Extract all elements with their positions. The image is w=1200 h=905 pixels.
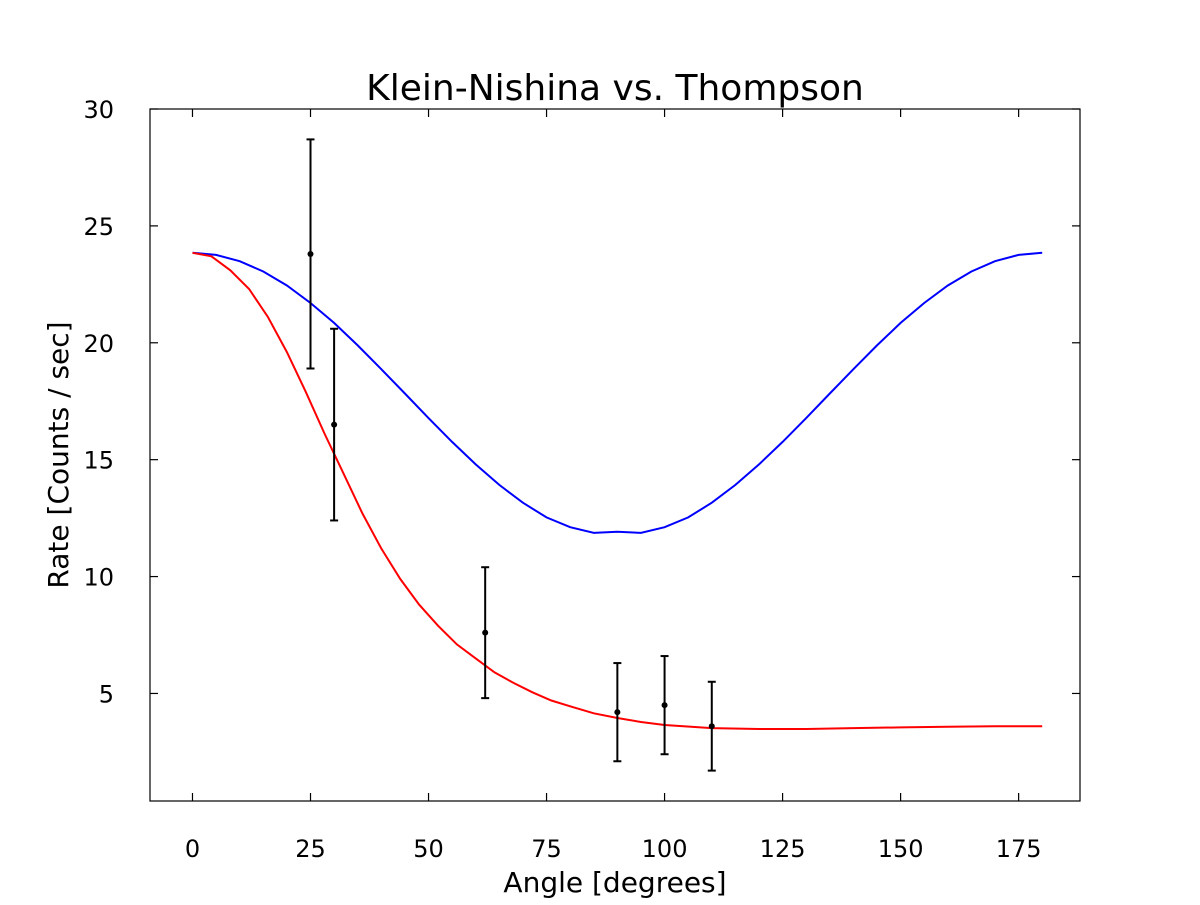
data-marker bbox=[614, 709, 621, 716]
plot-frame bbox=[149, 108, 1081, 802]
ticks-layer: 0 25 50 75 100 125 150 175 5 10 15 20 25 30 bbox=[83, 96, 1080, 863]
x-tick-label: 75 bbox=[531, 835, 562, 863]
y-tick-label: 10 bbox=[83, 564, 114, 592]
x-tick-label: 125 bbox=[760, 835, 806, 863]
x-tick-label: 50 bbox=[413, 835, 444, 863]
series-line-0 bbox=[192, 251, 1043, 534]
x-tick-label: 100 bbox=[642, 835, 688, 863]
data-marker bbox=[331, 421, 338, 428]
y-axis-label: Rate [Counts / sec] bbox=[42, 321, 75, 588]
series-layer bbox=[192, 138, 1043, 772]
data-point bbox=[660, 655, 669, 756]
data-point bbox=[613, 662, 622, 763]
data-point bbox=[306, 138, 315, 370]
x-tick-label: 175 bbox=[996, 835, 1042, 863]
data-point bbox=[707, 680, 716, 772]
x-tick-label: 0 bbox=[185, 835, 200, 863]
data-point bbox=[330, 327, 339, 522]
data-marker bbox=[307, 250, 314, 257]
y-tick-label: 20 bbox=[83, 330, 114, 358]
data-marker bbox=[482, 629, 489, 636]
x-tick-label: 150 bbox=[878, 835, 924, 863]
series-line-1 bbox=[192, 251, 1043, 730]
chart-title: Klein-Nishina vs. Thompson bbox=[366, 68, 864, 109]
y-tick-label: 5 bbox=[99, 680, 114, 708]
data-marker bbox=[661, 702, 668, 709]
x-axis-label: Angle [degrees] bbox=[503, 866, 726, 899]
data-point bbox=[481, 566, 490, 700]
y-tick-label: 25 bbox=[83, 213, 114, 241]
data-marker bbox=[708, 723, 715, 730]
y-tick-label: 15 bbox=[83, 447, 114, 475]
x-tick-label: 25 bbox=[295, 835, 326, 863]
y-tick-label: 30 bbox=[83, 96, 114, 124]
